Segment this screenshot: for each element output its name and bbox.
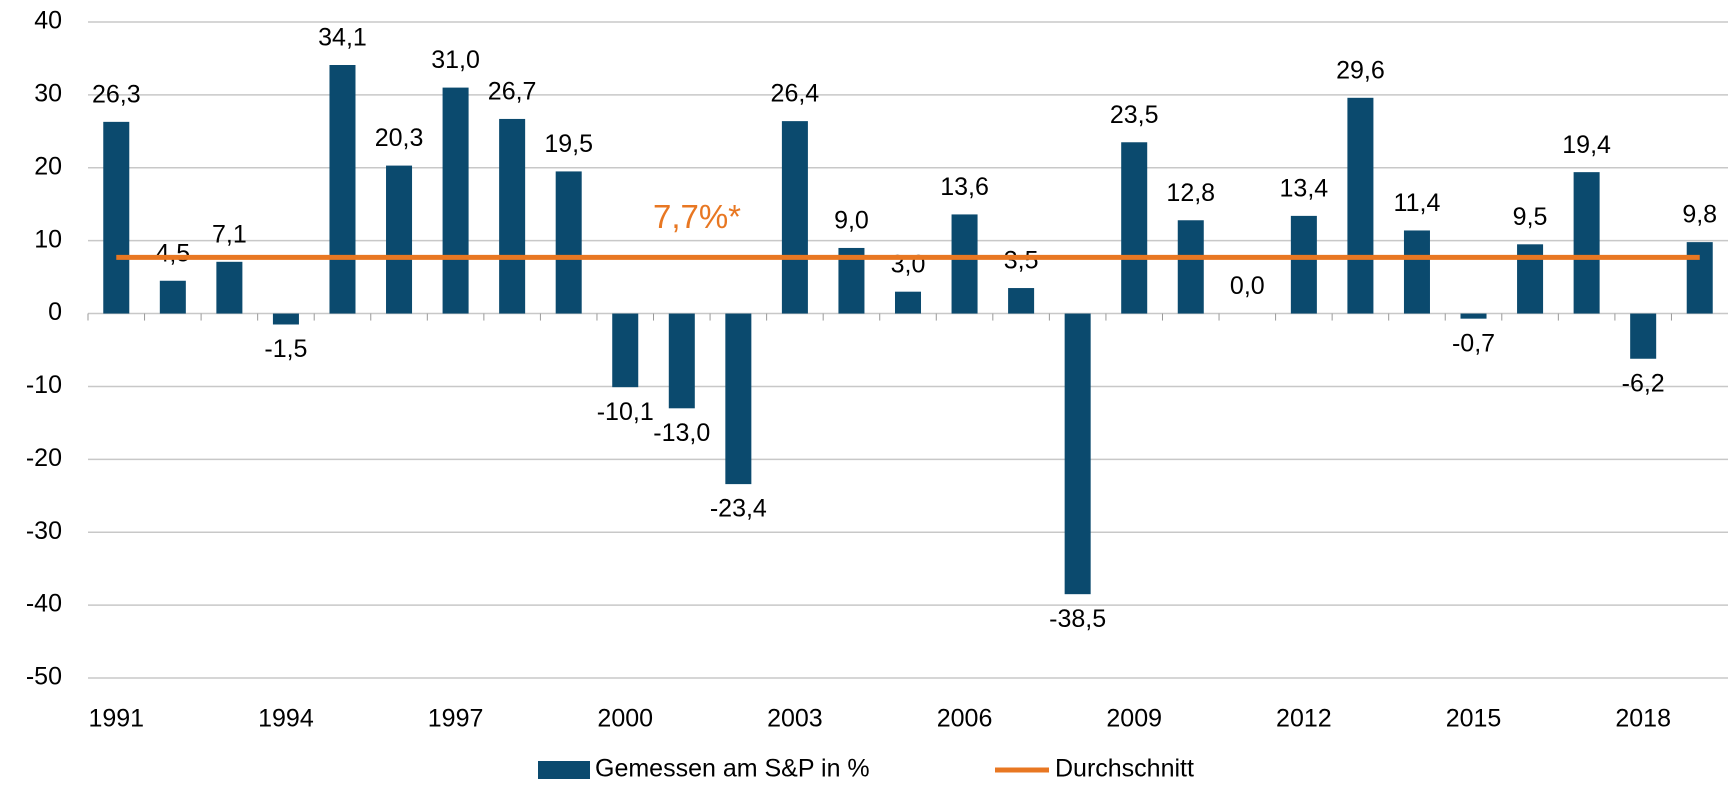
data-label: 34,1: [318, 24, 367, 52]
data-label: 19,5: [544, 130, 593, 158]
data-label: 20,3: [375, 124, 424, 152]
data-label: 11,4: [1394, 189, 1441, 217]
data-label: 9,8: [1682, 201, 1717, 229]
bar: [499, 118, 526, 314]
bar: [1008, 288, 1035, 314]
y-tick-label: 30: [34, 79, 62, 107]
y-tick-label: 0: [48, 298, 62, 326]
bar: [668, 313, 695, 409]
data-label: 3,5: [1004, 247, 1039, 275]
x-tick-label: 2003: [767, 705, 823, 733]
bar: [1064, 313, 1091, 595]
y-tick-label: 40: [34, 7, 62, 35]
data-label: 23,5: [1110, 101, 1159, 129]
y-tick-label: 20: [34, 152, 62, 180]
data-label: 9,5: [1513, 203, 1548, 231]
data-label: 29,6: [1336, 56, 1385, 84]
bar: [1686, 242, 1713, 314]
y-tick-label: -10: [26, 371, 62, 399]
data-label: -6,2: [1622, 369, 1665, 397]
bar: [1290, 215, 1317, 314]
bar: [442, 87, 469, 314]
bar: [951, 214, 978, 314]
data-label: 3,0: [891, 250, 926, 278]
bar: [329, 65, 356, 314]
x-tick-label: 1997: [428, 705, 484, 733]
bar: [216, 261, 243, 314]
x-tick-label: 2012: [1276, 705, 1332, 733]
bar: [894, 291, 922, 314]
legend-label: Durchschnitt: [1055, 755, 1194, 783]
x-tick-label: 1994: [258, 705, 314, 733]
bar: [1517, 244, 1544, 314]
x-tick-label: 2006: [937, 705, 993, 733]
data-label: 26,7: [488, 78, 537, 106]
legend-swatch: [538, 761, 590, 779]
annotation: 7,7%*: [653, 198, 741, 235]
bar: [1630, 313, 1657, 359]
data-label: -13,0: [653, 419, 710, 447]
bar: [1573, 172, 1600, 314]
bar: [1460, 313, 1487, 319]
data-label: 12,8: [1166, 179, 1215, 207]
y-tick-label: 10: [34, 225, 62, 253]
bar: [725, 313, 752, 485]
bar: [1347, 97, 1374, 314]
data-label: 26,3: [92, 80, 141, 108]
data-label: 13,6: [940, 173, 989, 201]
bar: [272, 313, 299, 325]
data-label: 26,4: [771, 80, 820, 108]
x-tick-label: 2000: [597, 705, 653, 733]
data-label: 4,5: [155, 239, 190, 267]
bar: [555, 171, 582, 314]
data-label: -10,1: [597, 398, 654, 426]
data-label: 0,0: [1230, 272, 1265, 300]
data-label: 13,4: [1280, 174, 1329, 202]
bar: [1403, 230, 1430, 314]
bar: [612, 313, 639, 388]
y-tick-label: -50: [26, 663, 62, 691]
data-label: 9,0: [834, 207, 869, 235]
x-tick-label: 2009: [1106, 705, 1162, 733]
bar: [159, 280, 186, 314]
y-tick-label: -20: [26, 444, 62, 472]
data-label: -38,5: [1049, 605, 1106, 633]
x-tick-label: 1991: [88, 705, 144, 733]
data-label: 31,0: [431, 46, 480, 74]
legend-label: Gemessen am S&P in %: [595, 755, 870, 783]
bar: [1177, 220, 1204, 314]
bar: [386, 165, 413, 314]
y-tick-label: -30: [26, 517, 62, 545]
x-tick-label: 2015: [1446, 705, 1502, 733]
data-label: -0,7: [1452, 329, 1495, 357]
bar: [781, 121, 808, 314]
data-label: -23,4: [710, 495, 767, 523]
data-label: -1,5: [264, 335, 307, 363]
bar: [1121, 142, 1148, 314]
y-tick-label: -40: [26, 590, 62, 618]
bar: [103, 121, 130, 314]
data-label: 7,1: [212, 220, 247, 248]
x-tick-label: 2018: [1615, 705, 1671, 733]
data-label: 19,4: [1562, 131, 1611, 159]
